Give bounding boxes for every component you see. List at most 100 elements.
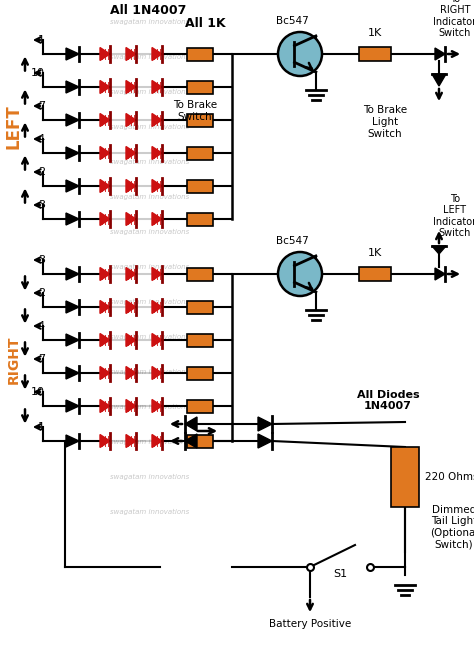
Polygon shape [185, 434, 197, 448]
Text: 2: 2 [38, 167, 45, 177]
Text: 1K: 1K [368, 248, 382, 258]
Text: 7: 7 [38, 101, 45, 111]
Circle shape [278, 252, 322, 296]
Text: swagatam innovations: swagatam innovations [110, 334, 190, 340]
Text: swagatam innovations: swagatam innovations [110, 474, 190, 480]
Polygon shape [152, 301, 162, 313]
Bar [187, 213, 213, 225]
Polygon shape [66, 114, 79, 126]
Bar [187, 366, 213, 380]
Polygon shape [152, 179, 162, 193]
Polygon shape [100, 301, 110, 313]
Text: swagatam innovations: swagatam innovations [110, 229, 190, 235]
Polygon shape [126, 267, 136, 281]
Polygon shape [100, 47, 110, 61]
Polygon shape [66, 48, 79, 60]
Polygon shape [66, 400, 79, 412]
Text: Bc547: Bc547 [275, 16, 309, 26]
Polygon shape [258, 434, 272, 448]
Text: 2: 2 [38, 288, 45, 298]
Polygon shape [66, 180, 79, 192]
Polygon shape [126, 334, 136, 346]
Text: swagatam innovations: swagatam innovations [110, 509, 190, 515]
Polygon shape [258, 417, 272, 431]
Text: swagatam innovations: swagatam innovations [110, 89, 190, 95]
Bar [359, 47, 391, 61]
Polygon shape [126, 113, 136, 127]
Polygon shape [100, 81, 110, 93]
Polygon shape [66, 81, 79, 93]
Bar [187, 81, 213, 93]
Text: RIGHT: RIGHT [7, 336, 21, 384]
Polygon shape [100, 213, 110, 225]
Text: 1: 1 [38, 422, 45, 432]
Bar [187, 400, 213, 412]
Polygon shape [432, 74, 446, 86]
Text: 7: 7 [38, 354, 45, 364]
Polygon shape [152, 113, 162, 127]
Polygon shape [152, 81, 162, 93]
Polygon shape [100, 334, 110, 346]
Polygon shape [66, 435, 79, 447]
Text: Dimmed
Tail Light
(Optional
Switch): Dimmed Tail Light (Optional Switch) [430, 505, 474, 550]
Text: swagatam innovations: swagatam innovations [110, 159, 190, 165]
Polygon shape [185, 417, 197, 431]
Text: To Brake
Switch: To Brake Switch [173, 100, 217, 122]
Text: 3: 3 [38, 200, 45, 210]
Polygon shape [126, 47, 136, 61]
Text: 10: 10 [31, 68, 45, 78]
Bar [187, 434, 213, 448]
Bar [187, 267, 213, 281]
Text: 3: 3 [38, 255, 45, 265]
Polygon shape [66, 367, 79, 379]
Text: All 1K: All 1K [185, 17, 225, 30]
Bar [187, 301, 213, 313]
Text: 1: 1 [38, 35, 45, 45]
Bar [187, 147, 213, 159]
Text: To Brake
Light
Switch: To Brake Light Switch [363, 105, 407, 139]
Polygon shape [66, 334, 79, 346]
Text: swagatam innovations: swagatam innovations [110, 54, 190, 60]
Text: 10: 10 [31, 387, 45, 397]
Polygon shape [100, 147, 110, 159]
Text: 220 Ohms: 220 Ohms [425, 472, 474, 482]
Text: 1K: 1K [368, 28, 382, 38]
Text: All Diodes
1N4007: All Diodes 1N4007 [357, 390, 419, 412]
Polygon shape [100, 179, 110, 193]
Polygon shape [126, 81, 136, 93]
Polygon shape [152, 400, 162, 412]
Polygon shape [126, 147, 136, 159]
Polygon shape [100, 400, 110, 412]
Bar [391, 447, 419, 507]
Text: LEFT: LEFT [5, 105, 23, 149]
Polygon shape [126, 179, 136, 193]
Polygon shape [152, 334, 162, 346]
Polygon shape [66, 268, 79, 280]
Polygon shape [432, 246, 446, 254]
Circle shape [278, 32, 322, 76]
Bar [359, 267, 391, 281]
Polygon shape [152, 147, 162, 159]
Text: To
RIGHT
Indicator
Switch: To RIGHT Indicator Switch [433, 0, 474, 39]
Text: Bc547: Bc547 [275, 236, 309, 246]
Text: S1: S1 [333, 569, 347, 579]
Polygon shape [66, 213, 79, 225]
Bar [187, 113, 213, 127]
Text: All 1N4007: All 1N4007 [110, 4, 186, 17]
Text: To
LEFT
Indicator
Switch: To LEFT Indicator Switch [433, 193, 474, 238]
Polygon shape [152, 367, 162, 380]
Polygon shape [100, 367, 110, 380]
Text: swagatam innovations: swagatam innovations [110, 124, 190, 130]
Text: swagatam innovations: swagatam innovations [110, 439, 190, 445]
Polygon shape [435, 268, 445, 280]
Bar [187, 334, 213, 346]
Polygon shape [126, 434, 136, 448]
Text: 4: 4 [38, 134, 45, 144]
Polygon shape [126, 367, 136, 380]
Text: swagatam innovations: swagatam innovations [110, 369, 190, 375]
Text: 4: 4 [38, 321, 45, 331]
Polygon shape [152, 267, 162, 281]
Text: swagatam innovations: swagatam innovations [110, 19, 190, 25]
Bar [187, 179, 213, 193]
Polygon shape [66, 301, 79, 313]
